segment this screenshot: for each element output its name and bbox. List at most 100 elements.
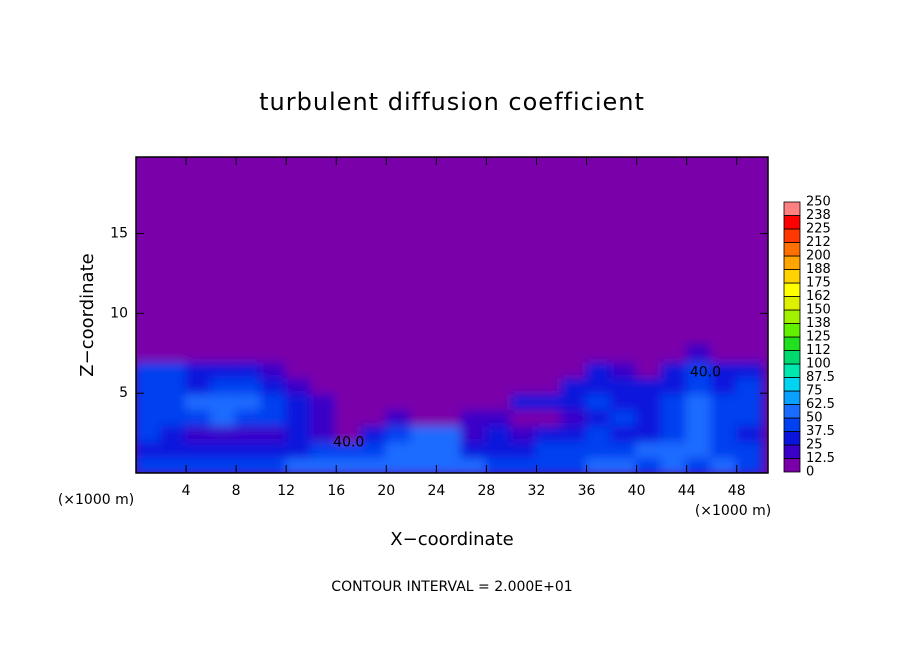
cell — [335, 360, 363, 379]
cell — [310, 360, 338, 379]
cell — [285, 344, 313, 363]
colorbar-box — [783, 201, 801, 216]
cell — [160, 360, 188, 379]
cell — [310, 456, 338, 473]
cell — [735, 376, 763, 395]
cell — [535, 456, 563, 473]
cell — [136, 408, 163, 427]
cell — [510, 424, 538, 443]
cell — [585, 408, 613, 427]
cell — [435, 424, 463, 443]
x-tick-label: 36 — [578, 483, 596, 499]
cell — [435, 408, 463, 427]
cell — [385, 376, 413, 395]
x-tick-label: 28 — [478, 483, 496, 499]
cell — [660, 344, 688, 363]
cell — [585, 376, 613, 395]
cell — [510, 456, 538, 473]
cell — [136, 440, 163, 459]
contour-label: 40.0 — [690, 364, 721, 380]
cell — [210, 424, 238, 443]
cell — [460, 360, 488, 379]
cell — [136, 360, 163, 379]
colorbar-box — [783, 458, 801, 473]
cell — [460, 440, 488, 459]
cell — [710, 392, 738, 411]
cell — [435, 456, 463, 473]
cell — [185, 360, 213, 379]
cell — [685, 456, 713, 473]
cell — [385, 392, 413, 411]
cell — [210, 344, 238, 363]
cell — [360, 360, 388, 379]
cell — [310, 344, 338, 363]
x-tick-label: 24 — [427, 483, 445, 499]
cell — [735, 440, 763, 459]
cell — [460, 408, 488, 427]
cell — [335, 408, 363, 427]
cell — [360, 440, 388, 459]
cell — [335, 424, 363, 443]
cell — [310, 424, 338, 443]
cell — [660, 440, 688, 459]
x-tick-label: 20 — [377, 483, 395, 499]
cell — [285, 424, 313, 443]
colorbar-box — [783, 404, 801, 419]
cell — [235, 456, 263, 473]
colorbar-box — [783, 390, 801, 405]
y-axis-label: Z−coordinate — [77, 253, 98, 376]
cell — [410, 376, 438, 395]
x-tick-label: 8 — [232, 483, 241, 499]
cell — [660, 376, 688, 395]
cell — [410, 456, 438, 473]
cell — [510, 376, 538, 395]
cell — [560, 456, 588, 473]
cell — [235, 360, 263, 379]
cell — [210, 440, 238, 459]
colorbar-label: 250 — [806, 195, 831, 210]
colorbar-box — [783, 377, 801, 392]
cell — [710, 360, 738, 379]
cell — [360, 456, 388, 473]
cell — [160, 440, 188, 459]
colorbar-box — [783, 431, 801, 446]
colorbar-box — [783, 350, 801, 365]
cell — [435, 440, 463, 459]
cell — [260, 408, 288, 427]
cell — [535, 440, 563, 459]
colorbar-box — [783, 309, 801, 324]
x-axis-label: X−coordinate — [390, 529, 513, 550]
cell — [535, 376, 563, 395]
cell — [260, 424, 288, 443]
cell — [310, 408, 338, 427]
y-tick-label: 5 — [119, 385, 128, 401]
cell — [210, 360, 238, 379]
cell — [610, 360, 638, 379]
cell — [635, 360, 663, 379]
cell — [560, 440, 588, 459]
cell — [235, 376, 263, 395]
cell — [535, 392, 563, 411]
colorbar-label: 37.5 — [806, 424, 835, 439]
x-tick-label: 44 — [678, 483, 696, 499]
cell — [585, 440, 613, 459]
cell — [235, 344, 263, 363]
x-tick-label: 4 — [182, 483, 191, 499]
cell — [735, 360, 763, 379]
cell — [160, 392, 188, 411]
cell — [260, 392, 288, 411]
cell — [635, 456, 663, 473]
cell — [385, 440, 413, 459]
cell — [635, 376, 663, 395]
cell — [160, 456, 188, 473]
cell — [185, 440, 213, 459]
cell — [710, 424, 738, 443]
cell — [185, 392, 213, 411]
cell — [710, 344, 738, 363]
cell — [410, 392, 438, 411]
plot-frame — [135, 156, 769, 474]
cell — [210, 408, 238, 427]
cell — [610, 424, 638, 443]
cell — [460, 392, 488, 411]
cell — [410, 440, 438, 459]
